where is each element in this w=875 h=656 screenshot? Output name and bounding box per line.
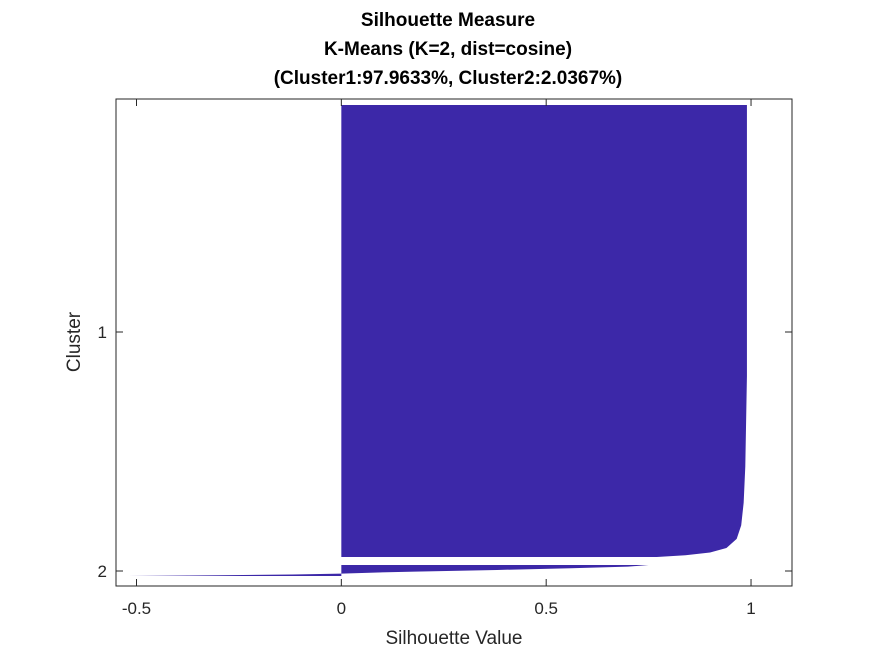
y-tick-label: 2 — [98, 562, 107, 581]
cluster-1-silhouette — [341, 105, 747, 557]
plot-box — [115, 98, 793, 587]
axis-ticks: -0.5 0 0.5 1 1 2 — [98, 99, 792, 618]
x-axis-label: Silhouette Value — [386, 628, 523, 649]
silhouette-bars — [128, 105, 747, 576]
y-axis-label: Cluster — [64, 311, 85, 372]
x-tick-label: 1 — [746, 599, 755, 618]
chart-title-line-1: Silhouette Measure — [361, 10, 535, 31]
x-tick-label: 0.5 — [534, 599, 558, 618]
cluster-2-silhouette — [128, 565, 649, 576]
chart-title-line-3: (Cluster1:97.9633%, Cluster2:2.0367%) — [274, 68, 623, 89]
x-tick-label: 0 — [337, 599, 346, 618]
y-tick-label: 1 — [98, 323, 107, 342]
x-tick-label: -0.5 — [122, 599, 151, 618]
chart-title-line-2: K-Means (K=2, dist=cosine) — [324, 39, 572, 60]
